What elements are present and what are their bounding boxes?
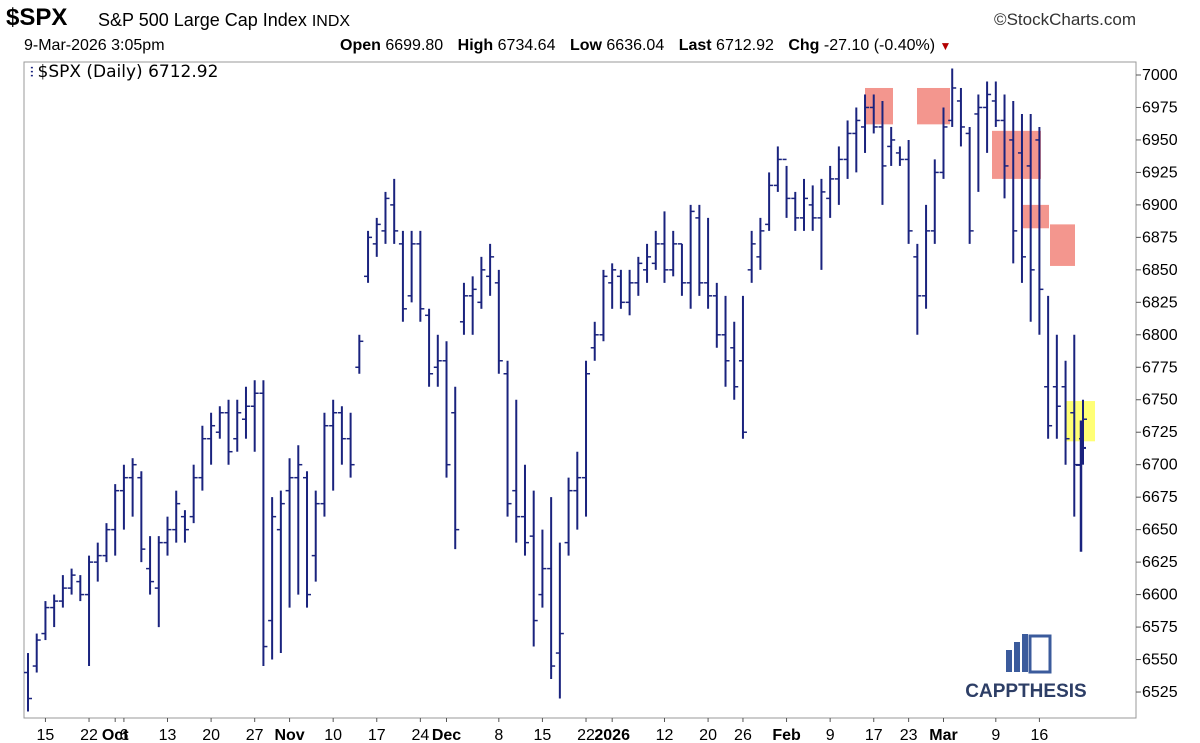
chg-value: -27.10 (-0.40%) [823,37,936,54]
y-tick-label: 6675 [1142,489,1178,506]
y-tick-label: 6650 [1142,522,1178,539]
x-tick-label: 10 [324,727,342,743]
y-tick-label: 6750 [1142,392,1178,409]
x-tick-label: Oct [102,727,129,743]
y-tick-label: 6600 [1142,587,1178,604]
x-tick-label: 15 [37,727,55,743]
resistance-box-4 [1021,204,1049,229]
x-tick-label: 26 [734,727,752,743]
x-tick-label: 22 [80,727,98,743]
quote-date: 9-Mar-2026 3:05pm [24,37,165,54]
x-tick-label: 8 [494,727,503,743]
logo-frame [1028,634,1052,674]
x-tick-label: 20 [699,727,717,743]
low-value: 6636.04 [606,37,665,54]
x-tick-label: 17 [368,727,386,743]
x-tick-label: Mar [929,727,957,743]
x-tick-label: Feb [772,727,801,743]
open-label: Open [340,37,381,54]
y-tick-label: 6900 [1142,197,1178,214]
high-value: 6734.64 [497,37,556,54]
x-tick-label: 22 [577,727,595,743]
cappthesis-logo [1006,634,1052,674]
logo-text: CAPPTHESIS [965,681,1086,702]
y-tick-label: 6925 [1142,164,1178,181]
x-tick-label: 9 [991,727,1000,743]
x-tick-label: 23 [900,727,918,743]
y-tick-label: 6875 [1142,229,1178,246]
resistance-box-3 [992,130,1041,179]
x-tick-label: 24 [411,727,429,743]
x-tick-label: Dec [432,727,461,743]
x-tick-label: 17 [865,727,883,743]
y-tick-label: 6625 [1142,554,1178,571]
x-tick-label: 6 [119,727,128,743]
y-tick-label: 6800 [1142,327,1178,344]
y-tick-label: 6775 [1142,359,1178,376]
chart-legend: ⫶ $SPX (Daily) 6712.92 [30,62,218,82]
y-tick-label: 6575 [1142,619,1178,636]
y-tick-label: 6825 [1142,294,1178,311]
resistance-box-1 [865,87,893,125]
y-tick-label: 6950 [1142,132,1178,149]
y-tick-label: 6975 [1142,99,1178,116]
y-tick-label: 6850 [1142,262,1178,279]
x-tick-label: 12 [656,727,674,743]
x-tick-label: 9 [826,727,835,743]
y-tick-label: 6700 [1142,457,1178,474]
plot-frame [23,61,1137,719]
index-name-text: S&P 500 Large Cap Index [98,10,307,30]
exchange-label: INDX [311,13,351,30]
chg-label: Chg [788,37,820,54]
x-tick-label: 16 [1031,727,1049,743]
x-tick-label: 15 [534,727,552,743]
last-value: 6712.92 [716,37,774,54]
logo-bar [1014,642,1020,672]
y-tick-label: 6550 [1142,652,1178,669]
quote-summary: Open 6699.80 High 6734.64 Low 6636.04 La… [340,37,951,55]
y-tick-label: 7000 [1142,67,1178,84]
low-label: Low [569,37,602,54]
down-arrow-icon: ▼ [939,39,952,53]
last-label: Last [678,37,712,54]
index-name: S&P 500 Large Cap Index INDX [98,10,350,31]
x-tick-label: 13 [159,727,177,743]
high-label: High [457,37,494,54]
y-tick-label: 6525 [1142,684,1178,701]
logo-bar [1006,650,1012,672]
x-tick-label: Nov [274,727,304,743]
x-tick-label: 2026 [594,727,630,743]
resistance-box-2 [917,87,950,125]
stockcharts-brand[interactable]: ©StockCharts.com [994,10,1136,29]
y-tick-label: 6725 [1142,424,1178,441]
x-tick-label: 27 [246,727,264,743]
x-tick-label: 20 [202,727,220,743]
open-value: 6699.80 [385,37,444,54]
ohlc-bars-icon: ⫶ [30,65,34,81]
legend-text: $SPX (Daily) 6712.92 [37,62,219,82]
logo-bar [1022,634,1028,672]
resistance-box-5 [1050,224,1075,266]
ticker-symbol: $SPX [6,4,68,31]
